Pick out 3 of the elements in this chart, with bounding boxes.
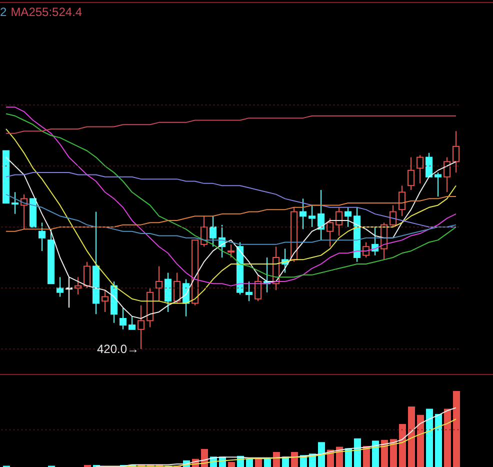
text: MA255:524.4 [10,5,82,19]
annotation: 420.0→ [96,342,139,356]
text: 2 [0,5,7,19]
